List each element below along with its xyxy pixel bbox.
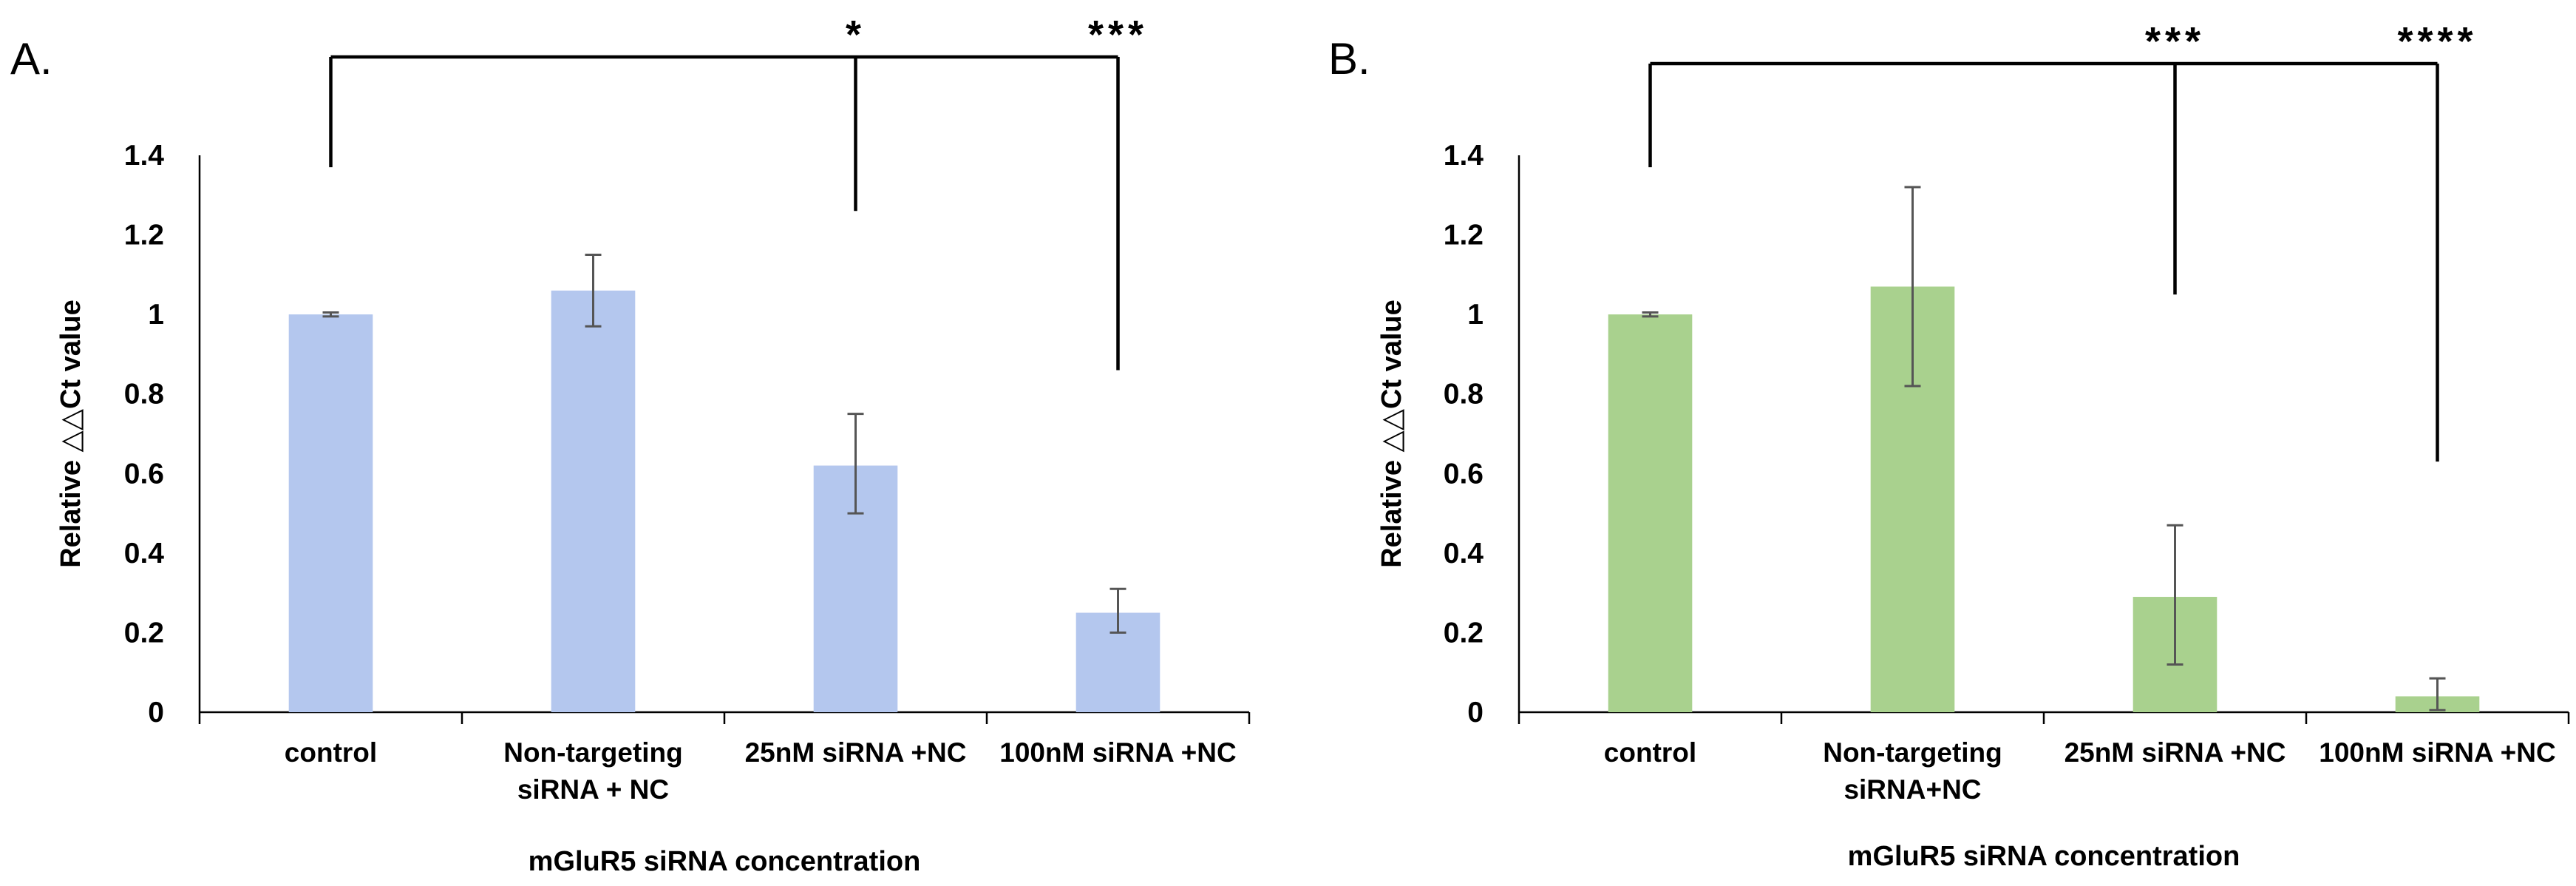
bar: [288, 314, 373, 713]
category-label: 25nM siRNA +NC: [2064, 737, 2286, 768]
y-tick-label: 0.6: [1444, 458, 1484, 490]
y-tick-label: 0.6: [124, 458, 164, 490]
bar: [1608, 314, 1693, 713]
y-tick-label: 0.2: [124, 617, 164, 649]
x-axis-title: mGluR5 siRNA concentration: [1848, 841, 2240, 872]
category-label: siRNA+NC: [1843, 774, 1981, 805]
category-label: Non-targeting: [503, 737, 683, 768]
y-tick-label: 1.4: [124, 140, 165, 172]
panel-a: A. 0 0.2 0.4 0.6 0.8 1 1.2 1.4 control Non-targeti…: [10, 13, 1251, 877]
category-label: Non-targeting: [1823, 737, 2002, 768]
panel-label: A.: [10, 34, 52, 84]
category-label: 100nM siRNA +NC: [999, 737, 1236, 768]
y-tick-label: 1.2: [1444, 220, 1484, 251]
y-tick-label: 1: [1467, 299, 1484, 331]
category-label: control: [285, 737, 377, 768]
y-axis-title: Relative △△Ct value: [1376, 300, 1407, 568]
y-tick-label: 0.8: [124, 379, 164, 410]
x-axis-title: mGluR5 siRNA concentration: [529, 846, 921, 877]
y-tick-label: 1.4: [1444, 140, 1484, 172]
y-tick-label: 1.2: [124, 220, 164, 251]
y-tick-label: 1: [148, 299, 164, 331]
y-axis-title: Relative △△Ct value: [55, 300, 86, 568]
panel-label: B.: [1328, 34, 1370, 84]
bar: [551, 290, 636, 712]
significance-stars: ***: [2145, 19, 2205, 64]
category-label: control: [1604, 737, 1696, 768]
significance-stars: *: [846, 13, 866, 57]
category-label: 25nM siRNA +NC: [745, 737, 967, 768]
y-tick-label: 0.4: [1444, 538, 1484, 569]
significance-stars: ****: [2397, 19, 2477, 64]
y-tick-label: 0: [148, 697, 164, 728]
category-label: siRNA + NC: [517, 774, 669, 805]
y-tick-label: 0.8: [1444, 379, 1484, 410]
y-tick-label: 0.4: [124, 538, 165, 569]
panel-b: B. 0 0.2 0.4 0.6 0.8 1 1.2 1.4 control Non-targeti…: [1328, 19, 2570, 872]
y-tick-label: 0: [1467, 697, 1484, 728]
y-tick-label: 0.2: [1444, 617, 1484, 649]
significance-stars: ***: [1088, 13, 1148, 57]
category-label: 100nM siRNA +NC: [2319, 737, 2555, 768]
